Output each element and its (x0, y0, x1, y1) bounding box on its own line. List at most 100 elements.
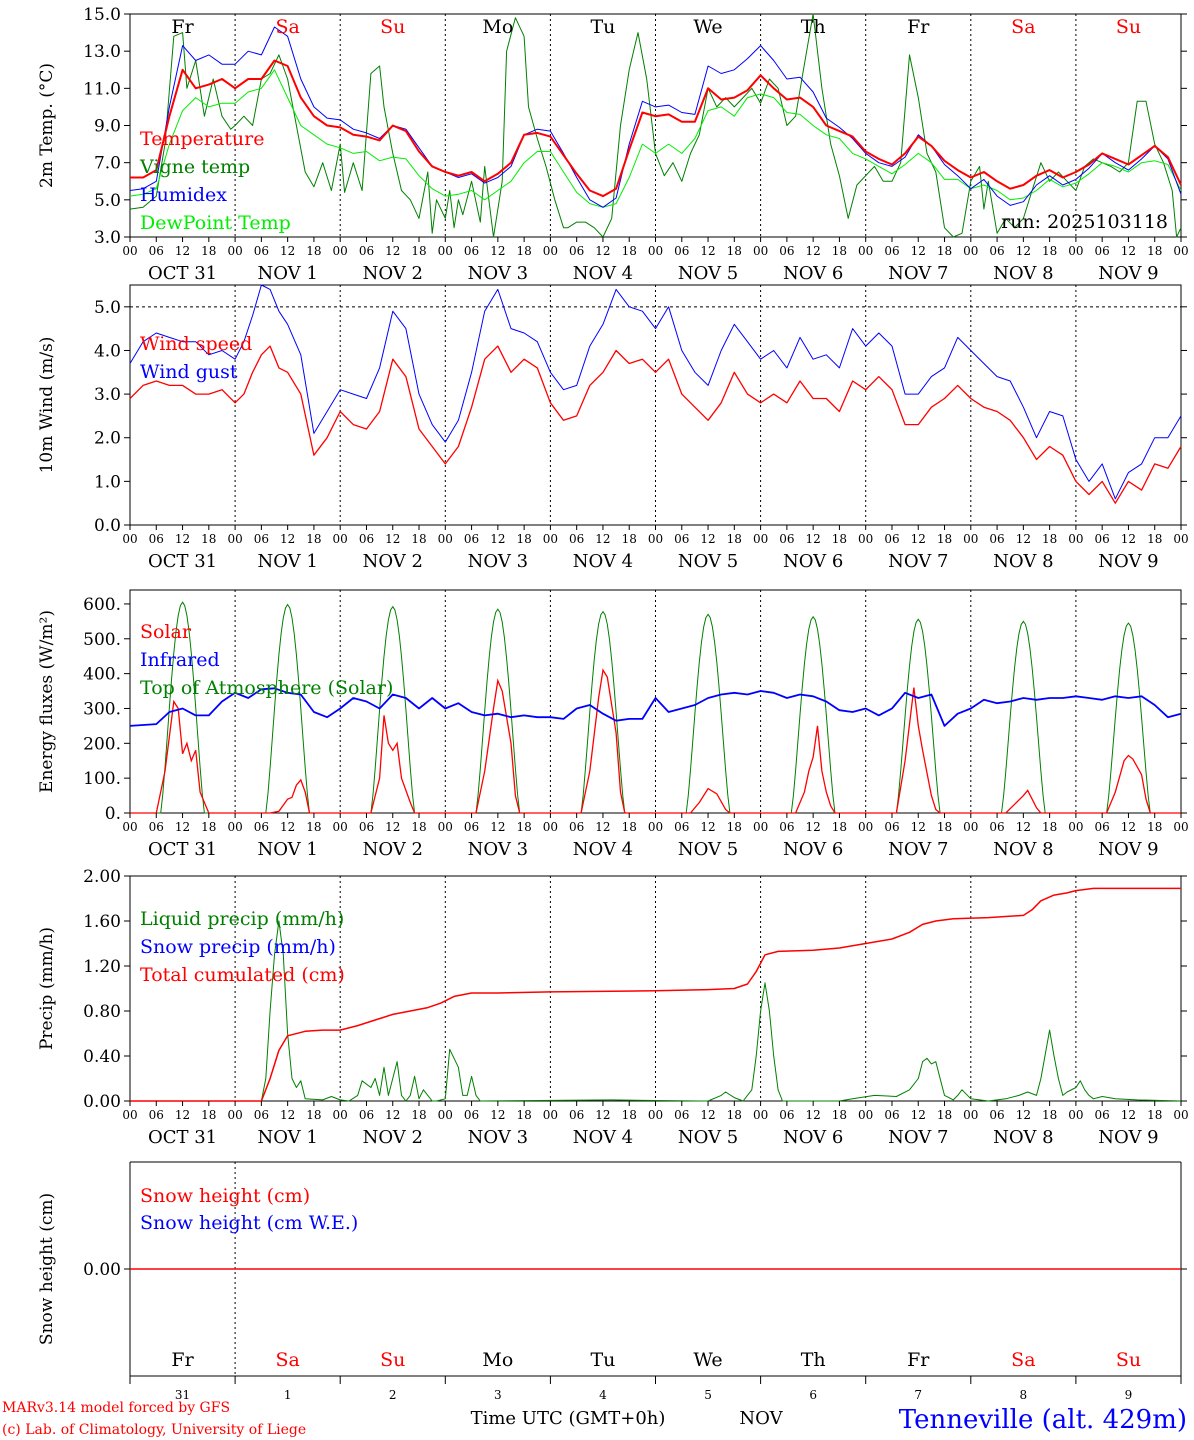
wind-hour-label: 12 (911, 532, 926, 546)
wind-hour-label: 00 (543, 532, 558, 546)
snow-weekday-label: Tu (590, 1349, 615, 1371)
temp-hour-label: 12 (1016, 244, 1031, 258)
temp-date-label: NOV 8 (993, 263, 1053, 284)
temp-ytick-label: 15.0 (83, 5, 121, 25)
snow-legend-entry: Snow height (cm W.E.) (140, 1212, 358, 1234)
temp-hour-label: 18 (622, 244, 637, 258)
temp-hour-label: 06 (779, 244, 794, 258)
energy-date-label: OCT 31 (148, 839, 217, 860)
precip-hour-label: 06 (779, 1108, 794, 1122)
temp-weekday-label: We (693, 16, 722, 38)
precip-hour-label: 06 (359, 1108, 374, 1122)
temp-hour-label: 12 (175, 244, 190, 258)
energy-toa-solar-curve (471, 608, 525, 814)
snow-weekday-label: Sa (1011, 1349, 1035, 1371)
precip-ytick-label: 0.00 (83, 1092, 121, 1112)
precip-hour-label: 12 (490, 1108, 505, 1122)
wind-hour-label: 00 (648, 532, 663, 546)
temp-hour-label: 06 (569, 244, 584, 258)
energy-hour-label: 18 (1042, 820, 1057, 834)
precip-date-label: NOV 2 (363, 1127, 423, 1148)
precip-date-label: NOV 8 (993, 1127, 1053, 1148)
precip-hour-label: 00 (543, 1108, 558, 1122)
precip-hour-label: 18 (306, 1108, 321, 1122)
energy-ytick-label: 0. (105, 804, 121, 824)
copyright-credit: (c) Lab. of Climatology, University of L… (2, 1422, 306, 1438)
x-axis-title: Time UTC (GMT+0h) (471, 1408, 666, 1429)
temp-hour-label: 18 (201, 244, 216, 258)
temp-legend-entry: DewPoint Temp (140, 212, 291, 234)
energy-hour-label: 00 (122, 820, 137, 834)
wind-series-wind-speed (129, 345, 1182, 504)
temp-hour-label: 00 (753, 244, 768, 258)
wind-hour-label: 00 (122, 532, 137, 546)
snow-day-number: 3 (494, 1388, 502, 1402)
snow-weekday-label: Mo (482, 1349, 513, 1371)
temp-ytick-label: 9.0 (94, 117, 121, 137)
energy-hour-label: 12 (1016, 820, 1031, 834)
precip-hour-label: 00 (753, 1108, 768, 1122)
snow-weekday-label: We (693, 1349, 722, 1371)
precip-ytick-label: 0.40 (83, 1047, 121, 1067)
precip-date-label: NOV 1 (257, 1127, 317, 1148)
precip-ytick-label: 2.00 (83, 867, 121, 887)
temp-hour-label: 06 (1095, 244, 1110, 258)
wind-date-label: NOV 9 (1098, 551, 1158, 572)
wind-hour-label: 06 (1095, 532, 1110, 546)
wind-hour-label: 12 (700, 532, 715, 546)
temp-date-label: NOV 9 (1098, 263, 1158, 284)
temp-ylabel: 2m Temp. (°C) (37, 63, 57, 188)
temp-hour-label: 12 (490, 244, 505, 258)
temp-date-label: NOV 1 (257, 263, 317, 284)
temp-ytick-label: 7.0 (94, 154, 121, 174)
snow-day-number: 4 (599, 1388, 607, 1402)
run-label: run: 2025103118 (1001, 211, 1168, 233)
temp-series-vigne-temp (129, 13, 1182, 238)
wind-hour-label: 06 (989, 532, 1004, 546)
temp-hour-label: 00 (438, 244, 453, 258)
precip-date-label: NOV 3 (468, 1127, 528, 1148)
temp-hour-label: 00 (963, 244, 978, 258)
energy-hour-label: 12 (1121, 820, 1136, 834)
temp-weekday-label: Su (1116, 16, 1141, 38)
energy-date-label: NOV 2 (363, 839, 423, 860)
energy-hour-label: 12 (911, 820, 926, 834)
wind-date-label: NOV 8 (993, 551, 1053, 572)
wind-legend-entry: Wind speed (140, 333, 252, 355)
station-name: Tenneville (alt. 429m) (899, 1405, 1187, 1435)
wind-hour-label: 18 (201, 532, 216, 546)
energy-hour-label: 18 (201, 820, 216, 834)
temp-hour-label: 00 (122, 244, 137, 258)
wind-date-label: NOV 4 (573, 551, 633, 572)
energy-toa-solar-curve (576, 610, 630, 814)
temp-hour-label: 00 (333, 244, 348, 258)
wind-hour-label: 18 (411, 532, 426, 546)
temp-hour-label: 18 (832, 244, 847, 258)
wind-hour-label: 18 (1042, 532, 1057, 546)
wind-hour-label: 00 (227, 532, 242, 546)
snow-weekday-label: Su (380, 1349, 405, 1371)
energy-hour-label: 00 (648, 820, 663, 834)
energy-hour-label: 12 (595, 820, 610, 834)
energy-toa-solar-curve (156, 601, 209, 814)
snow-panel: 0.00 Snow height (cm) Snow height (cm) Snow… (37, 1161, 1187, 1402)
precip-legend-entry: Total cumulated (cm) (140, 964, 345, 986)
snow-weekday-label: Su (1116, 1349, 1141, 1371)
energy-hour-label: 06 (359, 820, 374, 834)
temp-weekday-label: Tu (590, 16, 615, 38)
wind-hour-label: 18 (622, 532, 637, 546)
energy-ytick-label: 300. (83, 699, 121, 719)
precip-hour-label: 18 (832, 1108, 847, 1122)
wind-ylabel: 10m Wind (m/s) (37, 337, 57, 474)
wind-ytick-label: 5.0 (94, 298, 121, 318)
temp-ytick-label: 13.0 (83, 42, 121, 62)
precip-hour-label: 12 (280, 1108, 295, 1122)
snow-weekday-label: Fr (907, 1349, 930, 1371)
energy-hour-label: 00 (333, 820, 348, 834)
wind-hour-label: 00 (1173, 532, 1188, 546)
energy-toa-solar-curve (1102, 622, 1155, 814)
snow-ytick-label: 0.00 (83, 1260, 121, 1280)
temp-hour-label: 06 (884, 244, 899, 258)
energy-ylabel: Energy fluxes (W/m²) (37, 610, 57, 793)
precip-hour-label: 00 (1173, 1108, 1188, 1122)
